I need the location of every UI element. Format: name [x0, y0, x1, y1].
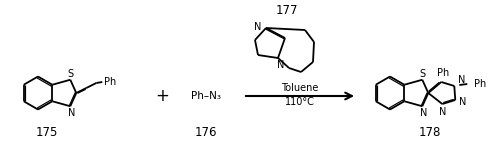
Text: N: N: [420, 108, 427, 118]
Text: 176: 176: [195, 127, 217, 140]
Text: N: N: [254, 22, 261, 32]
Text: Ph–N₃: Ph–N₃: [191, 91, 221, 101]
Text: N: N: [68, 108, 75, 118]
Text: Ph: Ph: [474, 79, 486, 89]
Text: 177: 177: [276, 3, 298, 16]
Text: S: S: [67, 69, 73, 79]
Text: 110°C: 110°C: [285, 97, 315, 107]
Text: +: +: [155, 87, 169, 105]
Text: Ph: Ph: [104, 77, 117, 87]
Text: N: N: [278, 60, 284, 70]
Text: 175: 175: [36, 127, 58, 140]
Text: Toluene: Toluene: [282, 83, 319, 93]
Text: 178: 178: [419, 127, 441, 140]
Text: Ph: Ph: [437, 68, 450, 78]
Text: S: S: [419, 69, 426, 79]
Text: N: N: [460, 97, 466, 107]
Text: N: N: [438, 107, 446, 117]
Text: N: N: [458, 75, 466, 85]
